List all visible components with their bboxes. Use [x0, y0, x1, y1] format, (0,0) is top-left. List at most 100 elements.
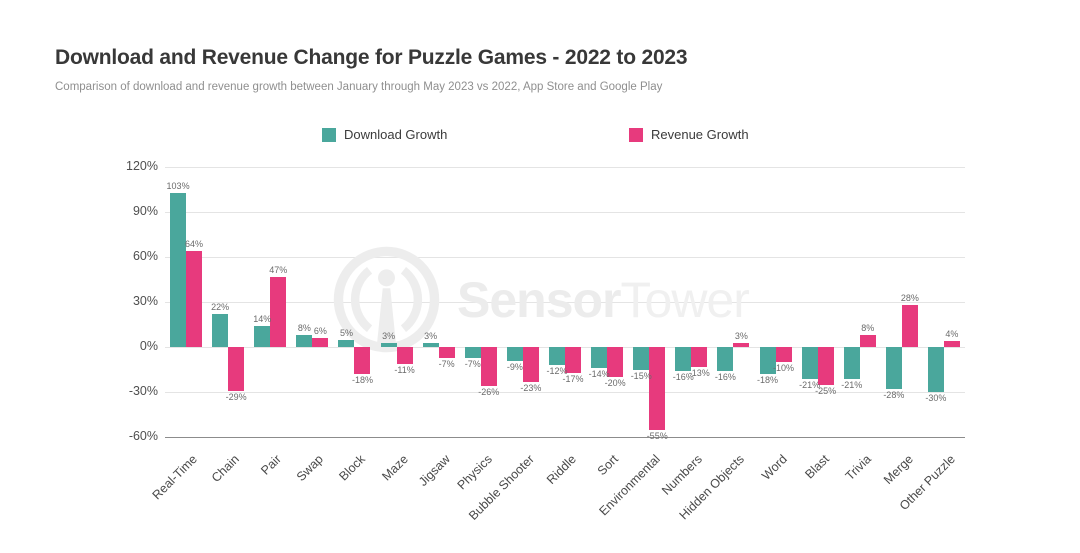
x-tick-label-physics: Physics: [454, 452, 495, 493]
bar-value-label-download-growth-other-puzzle: -30%: [925, 393, 947, 403]
bar-revenue-growth-swap[interactable]: [312, 338, 329, 347]
bar-revenue-growth-numbers[interactable]: [691, 347, 708, 367]
bar-value-label-download-growth-chain: 22%: [211, 302, 230, 312]
legend-item-download-growth[interactable]: Download Growth: [322, 127, 447, 142]
x-tick-label-chain: Chain: [209, 452, 243, 486]
bar-value-label-download-growth-maze: 3%: [382, 330, 396, 341]
bar-revenue-growth-hidden-objects[interactable]: [733, 342, 750, 347]
y-tick-label-60: 60%: [132, 249, 158, 263]
bar-value-label-revenue-growth-merge: 28%: [900, 293, 919, 303]
bar-value-label-download-growth-word: -18%: [757, 375, 779, 385]
plot-area: 103% 64% 22% -29% 14% 47% 8% 6% 5% -18% 3% -11% 3% -7…: [165, 167, 965, 441]
bar-value-label-download-growth-trivia: -21%: [841, 379, 863, 390]
bar-value-label-revenue-growth-word: -10%: [773, 363, 795, 373]
bar-download-growth-other-puzzle[interactable]: [927, 347, 944, 392]
legend-item-revenue-growth[interactable]: Revenue Growth: [629, 127, 749, 142]
y-tick-label-90: 90%: [132, 204, 158, 218]
x-tick-label-maze: Maze: [378, 452, 411, 484]
x-tick-label-sort: Sort: [594, 452, 621, 479]
bar-value-label-revenue-growth-riddle: -17%: [562, 373, 584, 384]
bar-value-label-download-growth-real-time: 103%: [166, 180, 190, 191]
x-tick-label-riddle: Riddle: [543, 452, 579, 487]
y-tick-label-0: 0%: [139, 339, 158, 353]
bar-value-label-download-growth-sort: -14%: [588, 369, 610, 379]
bar-revenue-growth-real-time[interactable]: [186, 251, 203, 347]
bar-revenue-growth-maze[interactable]: [396, 347, 413, 364]
x-tick-label-merge: Merge: [880, 452, 916, 487]
bar-revenue-growth-riddle[interactable]: [565, 347, 581, 373]
bar-revenue-growth-word[interactable]: [775, 347, 792, 362]
bar-download-growth-swap[interactable]: [296, 335, 313, 347]
bar-download-growth-bubble-shooter[interactable]: [506, 347, 523, 361]
bar-download-growth-pair[interactable]: [254, 326, 271, 347]
bar-value-label-revenue-growth-physics: -26%: [478, 387, 500, 397]
bar-download-growth-riddle[interactable]: [549, 347, 565, 365]
bar-value-label-revenue-growth-trivia: 8%: [861, 323, 875, 333]
bar-download-growth-jigsaw[interactable]: [422, 342, 439, 347]
gridline-30: [165, 302, 965, 303]
bar-value-label-revenue-growth-real-time: 64%: [185, 239, 204, 249]
bar-value-label-revenue-growth-block: -18%: [351, 375, 373, 385]
bar-value-label-revenue-growth-environmental: -55%: [646, 430, 668, 441]
gridline-120: [165, 167, 965, 168]
bar-revenue-growth-physics[interactable]: [480, 347, 497, 386]
bar-value-label-revenue-growth-pair: 47%: [269, 264, 288, 275]
bar-revenue-growth-pair[interactable]: [270, 276, 287, 347]
bar-value-label-revenue-growth-hidden-objects: 3%: [734, 330, 748, 341]
bar-revenue-growth-other-puzzle[interactable]: [943, 341, 960, 347]
y-tick-label--30: -30%: [128, 384, 158, 398]
bar-value-label-download-growth-bubble-shooter: -9%: [506, 361, 523, 372]
revenue-growth-swatch-icon: [629, 127, 643, 142]
gridline-90: [165, 212, 965, 213]
x-tick-label-word: Word: [758, 452, 790, 483]
bar-value-label-download-growth-swap: 8%: [297, 323, 311, 333]
bar-value-label-revenue-growth-chain: -29%: [225, 391, 247, 402]
bar-value-label-revenue-growth-numbers: -13%: [688, 367, 710, 378]
bar-revenue-growth-blast[interactable]: [817, 347, 834, 385]
chart-title: Download and Revenue Change for Puzzle G…: [55, 46, 688, 69]
x-tick-label-other-puzzle: Other Puzzle: [896, 452, 958, 513]
legend-label-download-growth: Download Growth: [344, 127, 448, 142]
bar-value-label-download-growth-block: 5%: [339, 327, 353, 338]
bar-download-growth-blast[interactable]: [801, 347, 818, 379]
bar-value-label-revenue-growth-maze: -11%: [394, 364, 415, 375]
y-tick-label-120: 120%: [126, 159, 158, 173]
x-tick-label-bubble-shooter: Bubble Shooter: [465, 452, 537, 523]
bar-revenue-growth-merge[interactable]: [901, 305, 918, 347]
bar-download-growth-trivia[interactable]: [843, 347, 860, 379]
bar-download-growth-maze[interactable]: [380, 342, 397, 347]
bar-value-label-download-growth-riddle: -12%: [546, 366, 568, 376]
bar-value-label-revenue-growth-other-puzzle: 4%: [945, 329, 959, 339]
bar-download-growth-environmental[interactable]: [633, 347, 650, 370]
bar-download-growth-hidden-objects[interactable]: [717, 347, 734, 371]
bar-download-growth-physics[interactable]: [464, 347, 481, 358]
x-tick-label-real-time: Real-Time: [149, 452, 200, 503]
bar-value-label-download-growth-numbers: -16%: [672, 372, 694, 382]
bar-revenue-growth-environmental[interactable]: [649, 347, 666, 430]
bar-revenue-growth-trivia[interactable]: [859, 335, 876, 347]
bar-revenue-growth-sort[interactable]: [607, 347, 624, 377]
bar-download-growth-numbers[interactable]: [675, 347, 692, 371]
bar-download-growth-word[interactable]: [759, 347, 776, 374]
x-tick-label-blast: Blast: [801, 452, 832, 482]
x-tick-label-numbers: Numbers: [659, 452, 706, 498]
bar-value-label-download-growth-hidden-objects: -16%: [714, 372, 736, 382]
chart-subtitle: Comparison of download and revenue growt…: [55, 81, 663, 93]
y-tick-label--60: -60%: [128, 429, 158, 443]
bar-value-label-download-growth-physics: -7%: [464, 358, 481, 369]
bar-revenue-growth-jigsaw[interactable]: [438, 347, 455, 358]
bar-revenue-growth-bubble-shooter[interactable]: [522, 347, 539, 382]
bar-value-label-revenue-growth-blast: -25%: [815, 385, 837, 396]
bar-download-growth-block[interactable]: [338, 339, 355, 347]
bar-value-label-download-growth-pair: 14%: [253, 314, 272, 324]
bar-download-growth-merge[interactable]: [885, 347, 902, 389]
bar-revenue-growth-block[interactable]: [354, 347, 371, 374]
x-tick-label-block: Block: [336, 452, 369, 484]
bar-download-growth-real-time[interactable]: [170, 192, 187, 347]
bar-download-growth-sort[interactable]: [591, 347, 608, 368]
x-axis-baseline: [165, 437, 965, 438]
bar-revenue-growth-chain[interactable]: [228, 347, 245, 391]
bar-download-growth-chain[interactable]: [212, 314, 229, 347]
bar-value-label-revenue-growth-swap: 6%: [313, 326, 327, 336]
